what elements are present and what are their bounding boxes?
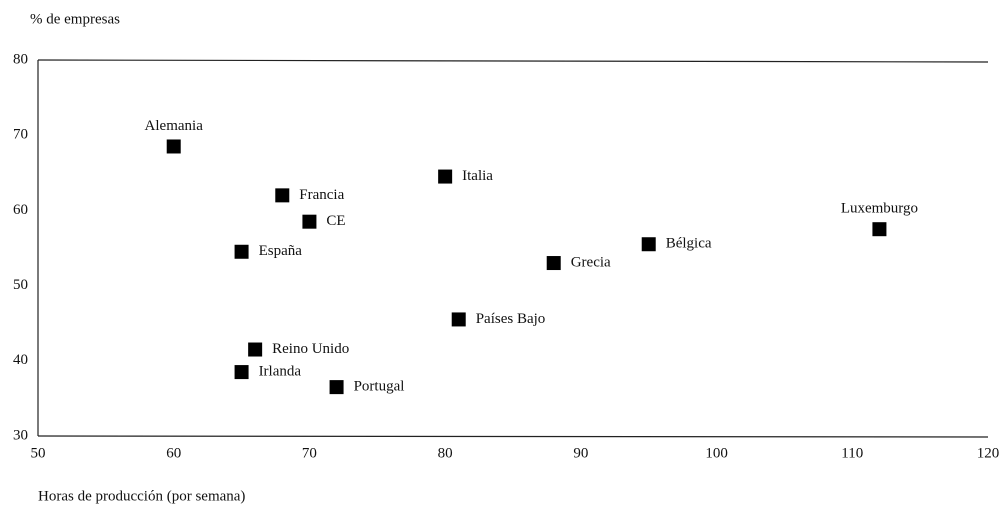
point-label: España: [259, 243, 303, 259]
x-axis: [37, 435, 989, 438]
data-point: [302, 214, 317, 229]
x-tick-label: 70: [302, 445, 317, 461]
point-label: Irlanda: [259, 364, 302, 380]
y-tick-label: 70: [13, 127, 28, 143]
point-label: Luxemburgo: [841, 201, 918, 217]
point-label: Portugal: [354, 379, 405, 395]
y-tick-label: 30: [13, 427, 28, 443]
point-label: Italia: [462, 168, 493, 184]
point-label: Alemania: [145, 118, 204, 134]
point-label: Grecia: [571, 254, 611, 270]
data-point: [275, 188, 290, 203]
y-axis-title: % de empresas: [30, 11, 120, 27]
y-tick-label: 60: [13, 202, 28, 218]
data-point: [166, 139, 181, 154]
data-point: [641, 237, 656, 252]
point-label: CE: [326, 213, 345, 229]
point-label: Francia: [299, 187, 344, 203]
point-label: Países Bajo: [476, 311, 546, 327]
x-tick-label: 60: [166, 445, 181, 461]
x-tick-label: 90: [573, 445, 588, 461]
data-point: [234, 244, 249, 259]
x-tick-label: 50: [31, 445, 46, 461]
data-point: [872, 222, 887, 237]
point-label: Reino Unido: [272, 341, 349, 357]
data-point: [234, 365, 249, 380]
data-point: [438, 169, 453, 184]
data-point: [248, 342, 263, 357]
x-axis-title: Horas de producción (por semana): [38, 488, 245, 504]
top-border: [37, 59, 989, 63]
x-tick-label: 110: [841, 445, 863, 461]
x-tick-label: 80: [438, 445, 453, 461]
data-point: [546, 256, 561, 271]
y-tick-label: 80: [13, 51, 28, 67]
y-tick-label: 40: [13, 352, 28, 368]
y-tick-label: 50: [13, 277, 28, 293]
data-point: [451, 312, 466, 327]
x-tick-label: 100: [705, 445, 728, 461]
x-tick-label: 120: [977, 445, 1000, 461]
point-label: Bélgica: [666, 236, 712, 252]
data-point: [329, 380, 344, 395]
